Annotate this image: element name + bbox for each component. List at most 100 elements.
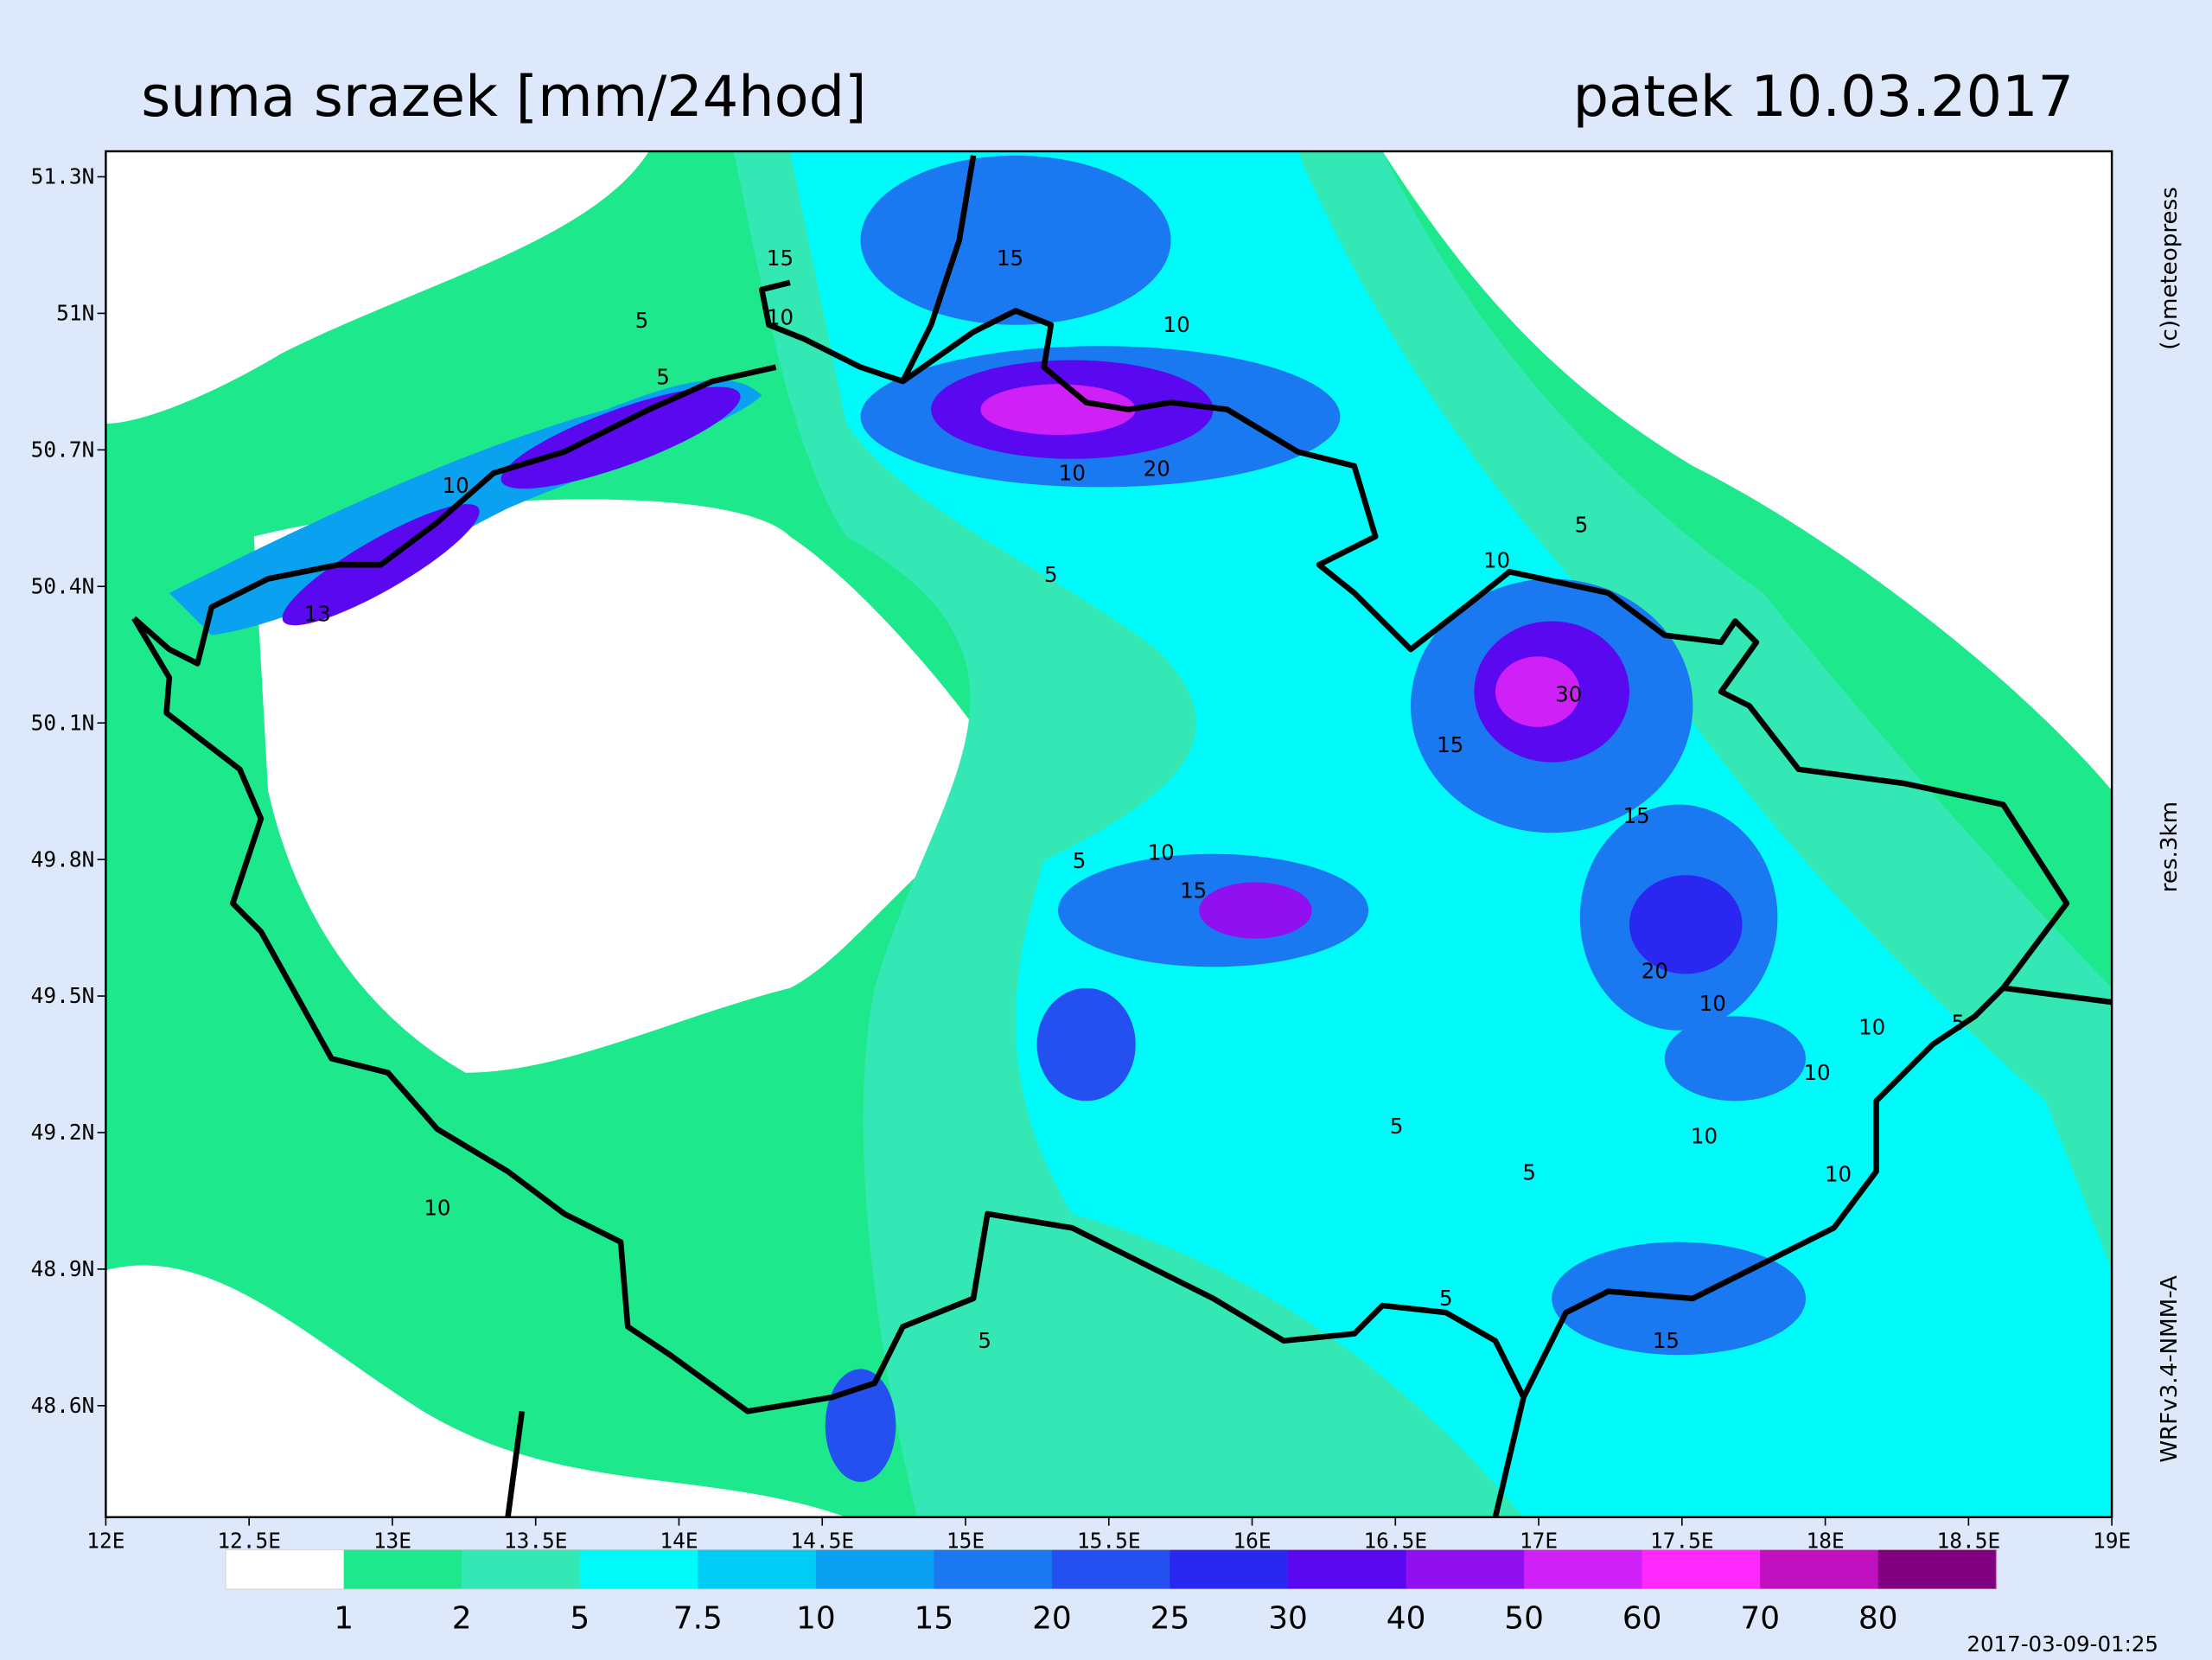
- colorbar-label: 80: [1858, 1601, 1898, 1637]
- contour-label: 5: [978, 1328, 991, 1353]
- x-tick-label: 17.5E: [1650, 1529, 1714, 1554]
- colorbar-label: 70: [1740, 1601, 1780, 1637]
- dry-area: [1382, 151, 2113, 791]
- colorbar-segment: [1288, 1549, 1407, 1590]
- y-tick-label: 51N: [56, 301, 94, 326]
- date: patek 10.03.2017: [1573, 64, 2074, 130]
- colorbar-label: 20: [1032, 1601, 1072, 1637]
- colorbar-label: 7.5: [673, 1601, 723, 1637]
- field-cell: [825, 1369, 896, 1482]
- contour-label: 10: [1483, 547, 1510, 572]
- x-tick-label: 13.5E: [504, 1529, 568, 1554]
- colorbar: 1 2 5 7.5 10 15 20 25 30 40 50 60 70 80: [225, 1548, 1998, 1637]
- copyright: (c)meteopress: [2157, 187, 2183, 350]
- x-tick-label: 13E: [373, 1529, 411, 1554]
- colorbar-label: 25: [1151, 1601, 1190, 1637]
- contour-label: 15: [1623, 803, 1650, 828]
- colorbar-segment: [1406, 1549, 1525, 1590]
- contour-label: 10: [424, 1196, 450, 1221]
- contour-label: 10: [767, 305, 794, 330]
- contour-label: 15: [997, 246, 1023, 271]
- colorbar-segment: [1877, 1549, 1998, 1590]
- colorbar-label: 60: [1622, 1601, 1662, 1637]
- contour-label: 10: [1148, 840, 1175, 865]
- x-tick-label: 18E: [1806, 1529, 1844, 1554]
- x-tick-label: 16E: [1233, 1529, 1271, 1554]
- contour-label: 5: [1439, 1286, 1453, 1311]
- colorbar-label: 50: [1504, 1601, 1544, 1637]
- y-tick-label: 49.5N: [31, 983, 95, 1008]
- x-tick-label: 14E: [660, 1529, 698, 1554]
- colorbar-label: 5: [570, 1601, 590, 1637]
- x-tick-label: 12.5E: [217, 1529, 281, 1554]
- x-tick-label: 19E: [2093, 1529, 2131, 1554]
- colorbar-label: 30: [1268, 1601, 1308, 1637]
- colorbar-segment: [1641, 1549, 1762, 1590]
- colorbar-frame: [225, 1548, 1997, 1590]
- contour-label: 10: [1163, 312, 1190, 337]
- contour-label: 5: [656, 364, 670, 389]
- colorbar-segment: [343, 1549, 463, 1590]
- field-cell: [500, 386, 741, 489]
- contour-label: 10: [1858, 1015, 1885, 1040]
- field-cell: [1629, 875, 1743, 974]
- precip-field: [105, 151, 2113, 1517]
- contour-label: 5: [1073, 848, 1087, 873]
- contour-label: 15: [1653, 1328, 1680, 1353]
- contour-label: 5: [1390, 1114, 1404, 1139]
- colorbar-segment: [462, 1549, 581, 1590]
- x-tick-label: 12E: [86, 1529, 124, 1554]
- contour-label: 15: [1437, 732, 1463, 757]
- y-tick-label: 50.1N: [31, 710, 95, 735]
- field-cell: [1495, 656, 1580, 727]
- contour-label: 5: [1044, 562, 1058, 587]
- contour-label: 20: [1641, 958, 1668, 983]
- borders: [131, 155, 2113, 1517]
- colorbar-segment: [1524, 1549, 1643, 1590]
- y-tick-label: 50.4N: [31, 573, 95, 598]
- contour-label: 10: [1825, 1161, 1852, 1186]
- field-cell: [980, 384, 1136, 436]
- x-tick-label: 15E: [947, 1529, 985, 1554]
- field-band: [789, 151, 2113, 1517]
- x-tick-label: 15.5E: [1077, 1529, 1141, 1554]
- colorbar-label: 10: [796, 1601, 836, 1637]
- colorbar-segment: [934, 1549, 1053, 1590]
- contour-label: 5: [1951, 1011, 1965, 1036]
- model: WRFv3.4-NMM-A: [2157, 1275, 2183, 1463]
- axes: 12E 12.5E 13E 13.5E 14E 14.5E 15E 15.5E 16E 16.5E…: [31, 164, 2132, 1554]
- dry-area: [105, 1265, 847, 1517]
- y-tick-label: 49.2N: [31, 1120, 95, 1145]
- x-tick-label: 14.5E: [790, 1529, 854, 1554]
- y-tick-label: 48.6N: [31, 1393, 95, 1418]
- contour-label: 5: [1522, 1160, 1536, 1185]
- contour-label: 15: [767, 246, 794, 271]
- y-tick-label: 51.3N: [31, 164, 95, 189]
- contour-label: 5: [1575, 513, 1589, 538]
- resolution: res.3km: [2157, 801, 2183, 892]
- field-cell: [1664, 1016, 1806, 1101]
- colorbar-segment: [1760, 1549, 1879, 1590]
- y-tick-label: 50.7N: [31, 437, 95, 462]
- colorbar-segment: [226, 1549, 345, 1590]
- colorbar-label: 1: [334, 1601, 354, 1637]
- contour-label: 10: [1691, 1123, 1718, 1148]
- contour-label: 10: [1059, 460, 1086, 485]
- y-tick-label: 48.9N: [31, 1256, 95, 1281]
- colorbar-label: 40: [1386, 1601, 1426, 1637]
- colorbar-segment: [698, 1549, 817, 1590]
- dry-area: [105, 151, 649, 424]
- field-cell: [860, 155, 1171, 325]
- contour-label: 20: [1144, 456, 1170, 481]
- x-tick-label: 17E: [1520, 1529, 1558, 1554]
- field-cell: [1036, 987, 1136, 1101]
- contour-label: 15: [1180, 878, 1207, 903]
- contour-label: 30: [1555, 681, 1582, 706]
- field-cell: [1199, 882, 1312, 939]
- colorbar-segment: [579, 1549, 699, 1590]
- contour-label: 10: [1803, 1060, 1830, 1085]
- colorbar-label: 15: [915, 1601, 954, 1637]
